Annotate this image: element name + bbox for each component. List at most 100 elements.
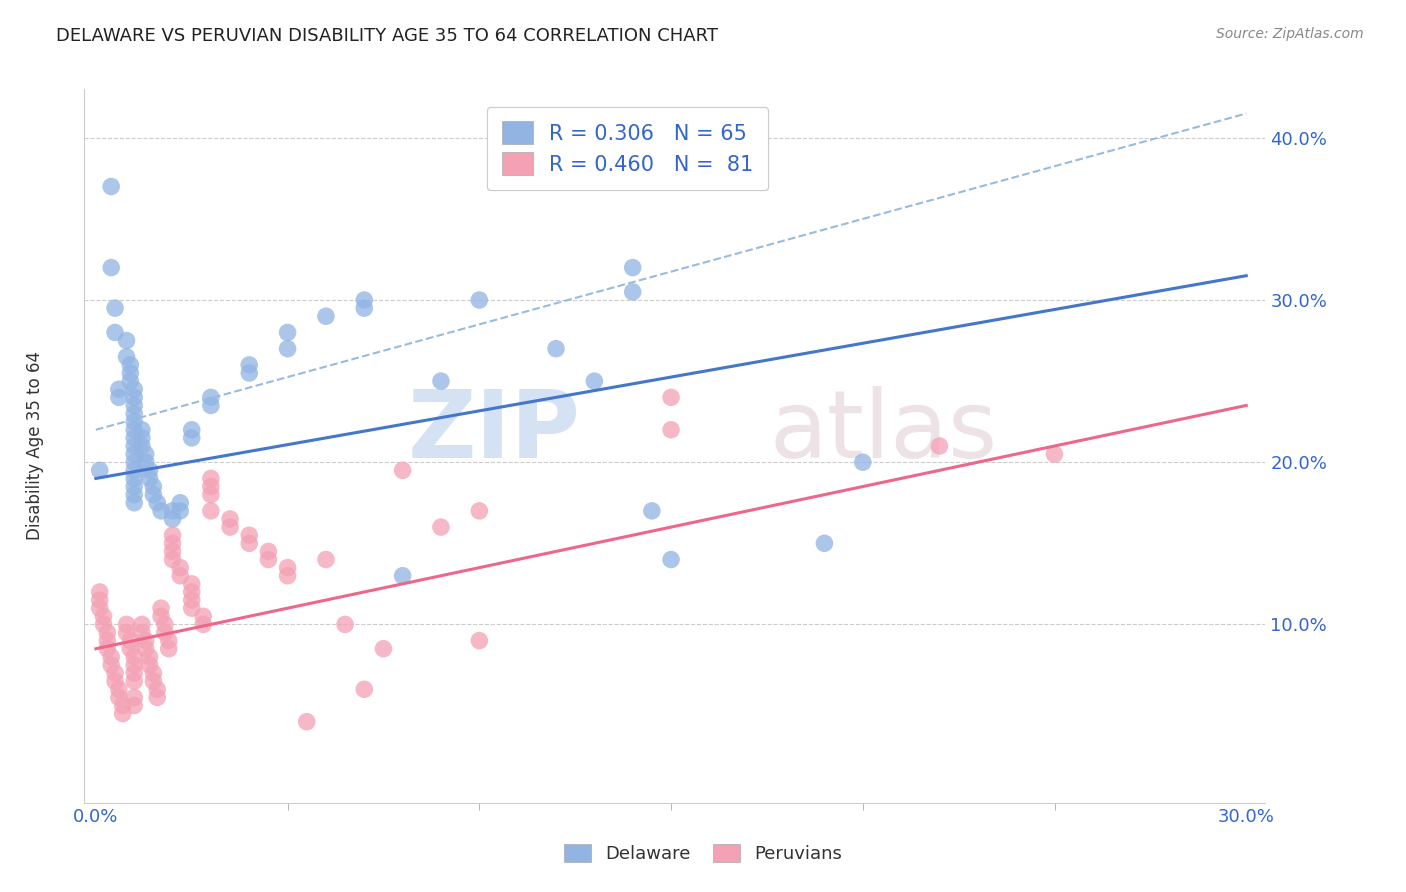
Point (659, 390, 682, 404)
Point (180, 585, 202, 599)
Point (122, 674, 145, 689)
Point (100, 179, 122, 194)
Point (169, 560, 191, 574)
Point (333, 617, 356, 632)
Point (108, 382, 131, 396)
Point (135, 641, 157, 656)
Point (315, 310, 337, 324)
Point (111, 698, 134, 713)
Point (138, 471, 160, 485)
Point (96, 625, 118, 640)
Point (122, 390, 145, 404)
Point (659, 552, 682, 566)
Point (115, 350, 138, 364)
Point (162, 528, 184, 542)
Point (200, 471, 222, 485)
Point (157, 633, 180, 648)
Point (93, 609, 115, 624)
Point (104, 301, 127, 315)
Point (659, 423, 682, 437)
Point (391, 568, 413, 582)
Point (353, 293, 375, 307)
Point (641, 504, 664, 518)
Point (180, 593, 202, 607)
Point (93, 617, 115, 632)
Point (122, 399, 145, 413)
Point (131, 625, 153, 640)
Point (180, 423, 202, 437)
Point (142, 479, 165, 493)
Point (120, 358, 142, 372)
Point (200, 399, 222, 413)
Point (122, 439, 145, 453)
Point (391, 463, 413, 477)
Point (468, 633, 491, 648)
Point (122, 698, 145, 713)
Point (238, 358, 260, 372)
Point (96, 641, 118, 656)
Point (468, 293, 491, 307)
Point (122, 447, 145, 461)
Point (373, 641, 395, 656)
Point (150, 609, 173, 624)
Point (108, 690, 131, 705)
Point (277, 560, 299, 574)
Point (115, 625, 138, 640)
Point (104, 326, 127, 340)
Point (200, 504, 222, 518)
Point (315, 552, 337, 566)
Point (89, 593, 111, 607)
Point (162, 536, 184, 550)
Point (142, 666, 165, 681)
Point (122, 382, 145, 396)
Point (852, 455, 875, 469)
Point (142, 488, 165, 502)
Point (89, 601, 111, 615)
Point (219, 512, 242, 526)
Point (162, 504, 184, 518)
Point (277, 568, 299, 582)
Point (122, 455, 145, 469)
Legend: Delaware, Peruvians: Delaware, Peruvians (553, 833, 853, 874)
Point (122, 666, 145, 681)
Point (468, 504, 491, 518)
Point (813, 536, 835, 550)
Point (277, 326, 299, 340)
Point (108, 390, 131, 404)
Text: ZIP: ZIP (408, 385, 581, 478)
Point (146, 496, 169, 510)
Point (1043, 447, 1066, 461)
Point (138, 649, 160, 664)
Point (544, 342, 567, 356)
Point (115, 334, 138, 348)
Point (138, 657, 160, 672)
Point (238, 366, 260, 380)
Point (100, 260, 122, 275)
Point (219, 520, 242, 534)
Point (257, 552, 280, 566)
Point (200, 488, 222, 502)
Text: Source: ZipAtlas.com: Source: ZipAtlas.com (1216, 27, 1364, 41)
Point (142, 674, 165, 689)
Text: Disability Age 35 to 64: Disability Age 35 to 64 (27, 351, 44, 541)
Point (153, 617, 176, 632)
Point (353, 682, 375, 697)
Point (621, 260, 644, 275)
Point (131, 431, 153, 445)
Point (180, 431, 202, 445)
Point (115, 617, 138, 632)
Point (238, 528, 260, 542)
Point (131, 617, 153, 632)
Point (146, 682, 169, 697)
Point (193, 609, 215, 624)
Point (104, 666, 127, 681)
Point (162, 512, 184, 526)
Point (131, 423, 153, 437)
Point (120, 366, 142, 380)
Point (353, 301, 375, 315)
Point (122, 423, 145, 437)
Point (277, 342, 299, 356)
Point (180, 601, 202, 615)
Point (135, 447, 157, 461)
Point (96, 633, 118, 648)
